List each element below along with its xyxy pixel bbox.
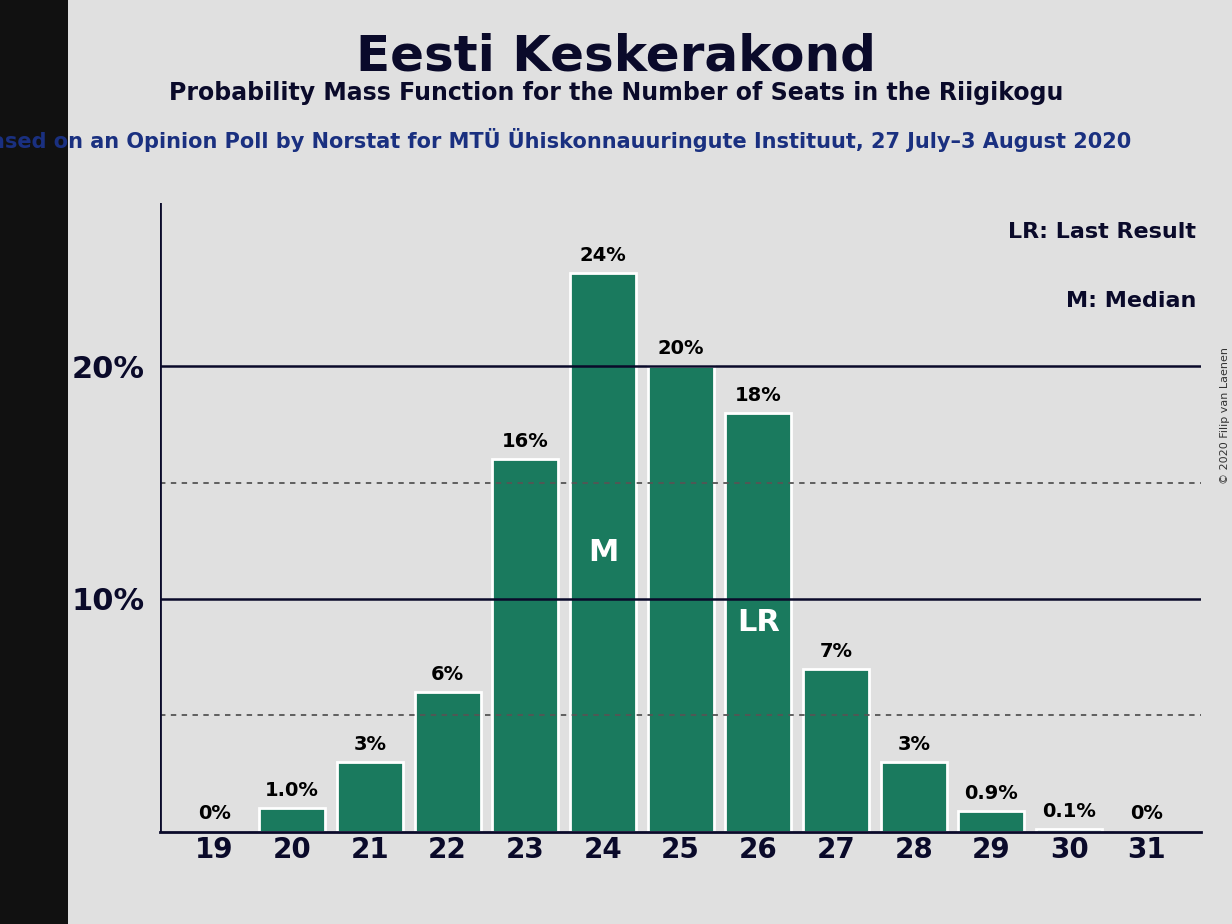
Bar [1036, 829, 1103, 832]
Text: 0.9%: 0.9% [965, 784, 1019, 803]
Text: 16%: 16% [501, 432, 548, 451]
Text: 0%: 0% [198, 805, 230, 823]
Text: 18%: 18% [736, 385, 782, 405]
Text: 20%: 20% [658, 339, 703, 358]
Text: Probability Mass Function for the Number of Seats in the Riigikogu: Probability Mass Function for the Number… [169, 81, 1063, 105]
Bar [415, 692, 480, 832]
Text: M: M [588, 538, 618, 566]
Bar [336, 761, 403, 832]
Bar [726, 413, 791, 832]
Bar [648, 366, 713, 832]
Text: LR: LR [737, 608, 780, 637]
Bar [570, 274, 636, 832]
Text: 1.0%: 1.0% [265, 781, 319, 800]
Text: 6%: 6% [431, 665, 464, 684]
Text: 3%: 3% [354, 735, 387, 754]
Bar [803, 669, 869, 832]
Text: LR: Last Result: LR: Last Result [1008, 222, 1196, 242]
Text: 0.1%: 0.1% [1042, 802, 1096, 821]
Bar [259, 808, 325, 832]
Text: © 2020 Filip van Laenen: © 2020 Filip van Laenen [1220, 347, 1230, 484]
Text: Based on an Opinion Poll by Norstat for MTÜ Ühiskonnauuringute Instituut, 27 Jul: Based on an Opinion Poll by Norstat for … [0, 128, 1132, 152]
Bar [493, 459, 558, 832]
Text: 7%: 7% [819, 641, 853, 661]
Bar [881, 761, 946, 832]
Text: 3%: 3% [897, 735, 930, 754]
Text: 0%: 0% [1131, 805, 1163, 823]
Text: 24%: 24% [579, 246, 626, 265]
Text: M: Median: M: Median [1066, 291, 1196, 311]
Bar [958, 810, 1025, 832]
Text: Eesti Keskerakond: Eesti Keskerakond [356, 32, 876, 80]
